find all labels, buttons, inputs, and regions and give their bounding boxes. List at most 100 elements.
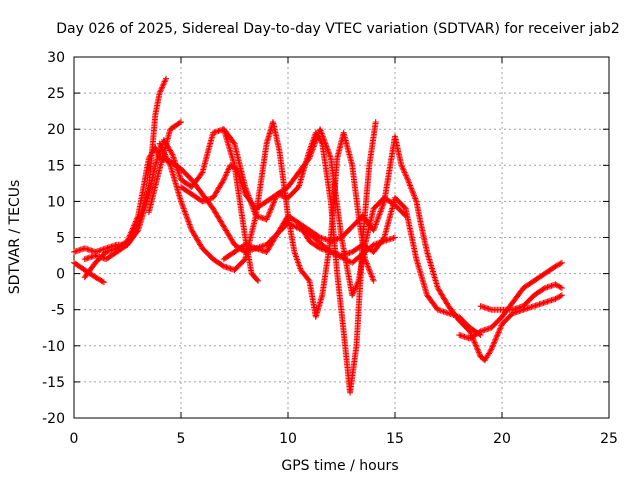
data-point <box>471 339 478 346</box>
data-point <box>241 257 248 264</box>
data-point <box>556 261 563 268</box>
data-point <box>179 202 186 209</box>
data-point <box>243 188 250 195</box>
data-point <box>404 176 411 183</box>
data-point <box>540 285 547 292</box>
y-tick-label: -15 <box>42 375 65 391</box>
data-point <box>99 278 106 285</box>
data-point <box>317 126 324 133</box>
data-point <box>475 348 482 355</box>
data-point <box>170 155 177 162</box>
data-point <box>367 270 374 277</box>
data-point <box>370 276 377 283</box>
data-point <box>323 143 330 150</box>
data-point <box>306 155 313 162</box>
data-point <box>400 168 407 175</box>
data-point <box>180 205 187 212</box>
data-point <box>161 79 168 86</box>
data-point <box>405 178 412 185</box>
data-point <box>326 152 333 159</box>
data-point <box>308 149 315 156</box>
data-point <box>472 340 479 347</box>
data-point <box>270 201 277 208</box>
data-point <box>188 225 195 232</box>
data-point <box>131 226 138 233</box>
data-point <box>376 211 383 218</box>
data-point <box>158 85 165 92</box>
data-point <box>159 84 166 91</box>
data-point <box>403 173 410 180</box>
data-point <box>312 139 319 146</box>
data-point <box>351 287 358 294</box>
data-point <box>132 225 139 232</box>
data-point <box>272 195 279 202</box>
data-point <box>267 208 274 215</box>
data-point <box>309 146 316 153</box>
data-point <box>327 153 334 160</box>
data-point <box>251 209 258 216</box>
data-point <box>366 266 373 273</box>
data-point <box>366 267 373 274</box>
data-point <box>368 273 375 280</box>
data-point <box>233 165 240 172</box>
data-point <box>474 346 481 353</box>
data-point <box>156 90 163 97</box>
data-point <box>398 162 405 169</box>
data-point <box>182 209 189 216</box>
data-point <box>402 172 409 179</box>
data-point <box>405 179 412 186</box>
data-point <box>265 210 272 217</box>
data-point <box>492 336 499 343</box>
data-point <box>553 262 560 269</box>
data-point <box>242 183 249 190</box>
data-point <box>163 154 170 161</box>
data-point <box>488 346 495 353</box>
data-point <box>321 137 328 144</box>
data-point <box>493 333 500 340</box>
data-point <box>476 350 483 357</box>
data-point <box>471 338 478 345</box>
data-point <box>308 150 315 157</box>
data-point <box>130 229 137 236</box>
data-point <box>254 276 261 283</box>
data-point <box>128 233 135 240</box>
data-point <box>244 191 251 198</box>
data-point <box>220 178 227 185</box>
data-point <box>557 260 564 267</box>
data-point <box>553 295 560 302</box>
x-axis-label: GPS time / hours <box>281 458 398 474</box>
data-point <box>271 196 278 203</box>
data-point <box>228 163 235 170</box>
data-point <box>411 194 418 201</box>
y-ticks: -20 -15 -10 -5 0 5 10 15 20 25 30 <box>42 50 609 427</box>
data-point <box>319 131 326 138</box>
data-point <box>374 215 381 222</box>
data-point <box>305 156 312 163</box>
x-ticks: 0 5 10 15 20 25 <box>70 57 618 447</box>
data-point <box>402 170 409 177</box>
data-point <box>367 269 374 276</box>
data-point <box>325 149 332 156</box>
data-point <box>157 88 164 95</box>
data-point <box>552 263 559 270</box>
data-point <box>255 277 262 284</box>
data-point <box>178 118 184 125</box>
data-point <box>496 328 503 335</box>
data-point <box>325 147 332 154</box>
data-point <box>380 201 387 208</box>
data-point <box>556 293 563 300</box>
data-point <box>154 149 161 156</box>
data-point <box>267 206 274 213</box>
data-point <box>407 182 414 189</box>
data-point <box>160 148 167 155</box>
data-point <box>248 199 255 206</box>
y-tick-label: 10 <box>47 194 65 210</box>
data-point <box>170 154 177 161</box>
data-point <box>270 199 277 206</box>
data-point <box>157 141 164 148</box>
data-point <box>408 185 415 192</box>
data-point <box>183 214 190 221</box>
data-point <box>307 152 314 159</box>
data-point <box>157 87 164 94</box>
